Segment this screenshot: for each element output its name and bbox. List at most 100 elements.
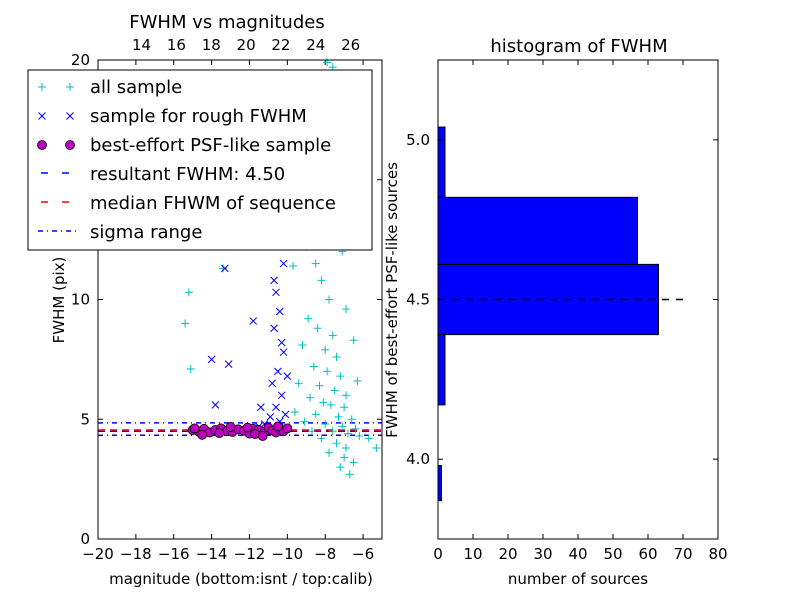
y-tick-label: 0 xyxy=(80,530,90,548)
x-tick-label: 40 xyxy=(568,545,587,563)
point-x xyxy=(277,338,286,347)
point-circle xyxy=(197,429,208,440)
point-x xyxy=(207,355,216,364)
point-plus xyxy=(186,364,195,373)
point-x xyxy=(224,360,233,369)
x-tick-label: 10 xyxy=(463,545,482,563)
point-plus xyxy=(353,376,362,385)
x-tick-label: 60 xyxy=(638,545,657,563)
x-tick-label: −18 xyxy=(120,545,152,563)
top-x-tick-label: 18 xyxy=(202,36,221,54)
histogram-frame xyxy=(437,59,719,540)
point-plus xyxy=(330,386,339,395)
point-plus xyxy=(306,393,315,402)
point-plus xyxy=(317,276,326,285)
histogram-ticks: 0 10 20 30 40 50 60 70 80 4.0 4.5 5.0 xyxy=(406,60,728,563)
histogram-panel: histogram of FWHM number of sources FWHM… xyxy=(383,36,728,588)
legend-marker-plus xyxy=(38,83,74,91)
point-plus xyxy=(300,417,309,426)
point-plus xyxy=(290,408,299,417)
legend-entry-rough-sample: sample for rough FWHM xyxy=(38,106,307,127)
point-x xyxy=(38,112,46,120)
point-plus xyxy=(326,400,335,409)
point-plus xyxy=(364,434,373,443)
point-plus xyxy=(336,372,345,381)
point-plus xyxy=(342,443,351,452)
x-tick-label: 0 xyxy=(433,545,443,563)
point-plus xyxy=(66,83,74,91)
point-plus xyxy=(294,379,303,388)
point-plus xyxy=(338,422,347,431)
point-x xyxy=(277,391,286,400)
scatter-xlabel: magnitude (bottom:isnt / top:calib) xyxy=(109,570,373,588)
scatter-reference-lines xyxy=(98,422,382,437)
y-tick-label: 4.0 xyxy=(406,450,430,468)
legend-entry-sigma: sigma range xyxy=(38,222,202,243)
y-tick-label: 4.5 xyxy=(406,291,430,309)
legend-marker-x xyxy=(38,112,74,120)
point-plus xyxy=(345,470,354,479)
point-x xyxy=(281,410,290,419)
legend-entry-psf-sample: best-effort PSF-like sample xyxy=(37,135,331,156)
top-x-tick-label: 26 xyxy=(341,36,360,54)
legend-entry-all-sample: all sample xyxy=(38,77,182,98)
y-tick-label: 5 xyxy=(80,410,90,428)
point-x xyxy=(275,307,284,316)
point-circle xyxy=(272,421,283,432)
point-circle xyxy=(282,423,293,434)
legend-entry-resultant: resultant FWHM: 4.50 xyxy=(38,164,285,185)
legend-label: sample for rough FWHM xyxy=(90,106,307,127)
point-circle xyxy=(242,422,253,433)
point-plus xyxy=(342,391,351,400)
point-plus xyxy=(184,288,193,297)
histogram-ylabel: FWHM of best-effort PSF-like sources xyxy=(383,162,401,438)
point-plus xyxy=(289,261,298,270)
legend-label: all sample xyxy=(90,77,182,98)
point-plus xyxy=(311,259,320,268)
legend-label: median FHWM of sequence xyxy=(90,193,336,214)
histogram-bar xyxy=(437,465,442,502)
point-x xyxy=(266,413,275,421)
point-plus xyxy=(324,448,333,457)
point-circle xyxy=(214,428,225,439)
top-x-tick-label: 24 xyxy=(306,36,325,54)
point-plus xyxy=(323,367,332,376)
y-tick-label: 5.0 xyxy=(406,131,430,149)
x-tick-label: −8 xyxy=(314,545,336,563)
point-circle xyxy=(257,431,268,441)
point-plus xyxy=(342,305,351,314)
x-tick-label: 80 xyxy=(708,545,727,563)
point-plus xyxy=(372,443,381,452)
x-tick-label: −6 xyxy=(352,545,374,563)
x-tick-label: 20 xyxy=(498,545,517,563)
y-tick-label: 10 xyxy=(71,291,90,309)
point-plus xyxy=(343,429,352,438)
legend-label: resultant FWHM: 4.50 xyxy=(90,164,285,185)
point-plus xyxy=(336,463,345,472)
x-tick-label: −16 xyxy=(158,545,190,563)
top-x-tick-label: 16 xyxy=(167,36,186,54)
point-plus xyxy=(307,427,316,436)
point-x xyxy=(272,403,280,412)
point-plus xyxy=(315,381,324,390)
legend-box xyxy=(27,69,373,251)
point-circle xyxy=(189,423,200,434)
point-plus xyxy=(309,362,318,371)
top-x-tick-label: 20 xyxy=(237,36,256,54)
point-x xyxy=(279,348,288,357)
point-plus xyxy=(321,420,330,429)
point-plus xyxy=(304,314,313,323)
point-x xyxy=(274,367,282,376)
point-x xyxy=(66,112,74,120)
histogram-bar xyxy=(437,126,446,198)
point-x xyxy=(270,324,278,333)
point-x xyxy=(268,379,277,388)
scatter-ylabel: FWHM (pix) xyxy=(50,257,68,344)
point-plus xyxy=(332,352,341,361)
point-circle xyxy=(225,422,236,432)
point-plus xyxy=(349,458,358,467)
histogram-bar xyxy=(437,196,638,265)
histogram-bar xyxy=(437,334,446,406)
point-plus xyxy=(317,434,326,443)
x-tick-label: 30 xyxy=(533,545,552,563)
